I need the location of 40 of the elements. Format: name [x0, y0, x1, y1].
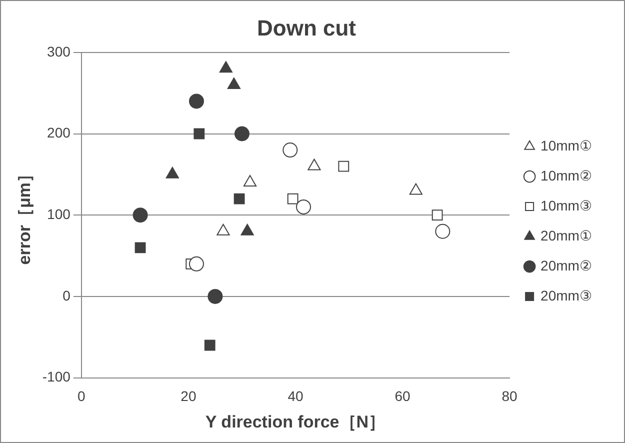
point: [188, 256, 204, 272]
x-axis-title: Y direction force［N］: [205, 412, 386, 432]
x-tick-label: 60: [394, 388, 411, 404]
point: [188, 94, 204, 109]
y-axis-title: error［μm］: [14, 166, 34, 265]
point: [194, 128, 205, 140]
point: [296, 199, 312, 214]
legend-label: 10mm②: [540, 167, 592, 184]
legend-label: 10mm①: [540, 137, 592, 154]
y-tick-label: 200: [47, 124, 71, 141]
chart-title: Down cut: [257, 15, 357, 40]
point: [338, 160, 350, 172]
point: [166, 166, 179, 178]
point: [435, 224, 450, 239]
point: [204, 340, 216, 351]
point: [432, 210, 443, 221]
point: [219, 61, 232, 73]
y-tick-label: -100: [42, 368, 71, 385]
legend-label: 20mm①: [540, 227, 592, 244]
x-tick-label: 80: [502, 388, 518, 404]
legend-label: 10mm③: [540, 197, 592, 214]
x-tick-label: 40: [288, 388, 304, 404]
y-tick-label: 300: [47, 43, 71, 60]
point: [227, 77, 241, 89]
point: [243, 175, 257, 187]
point: [208, 288, 223, 304]
point: [234, 126, 250, 142]
y-tick-label: 0: [62, 287, 71, 304]
point: [287, 193, 298, 204]
point: [234, 193, 245, 204]
point: [132, 208, 148, 223]
x-tick-label: 20: [180, 388, 196, 404]
point: [409, 183, 422, 195]
x-tick-label: 0: [78, 388, 86, 404]
point: [282, 142, 298, 158]
point: [308, 158, 321, 170]
legend-label: 20mm②: [540, 257, 592, 274]
point: [134, 242, 146, 254]
y-tick-label: 100: [47, 206, 71, 222]
legend-label: 20mm③: [540, 287, 592, 304]
